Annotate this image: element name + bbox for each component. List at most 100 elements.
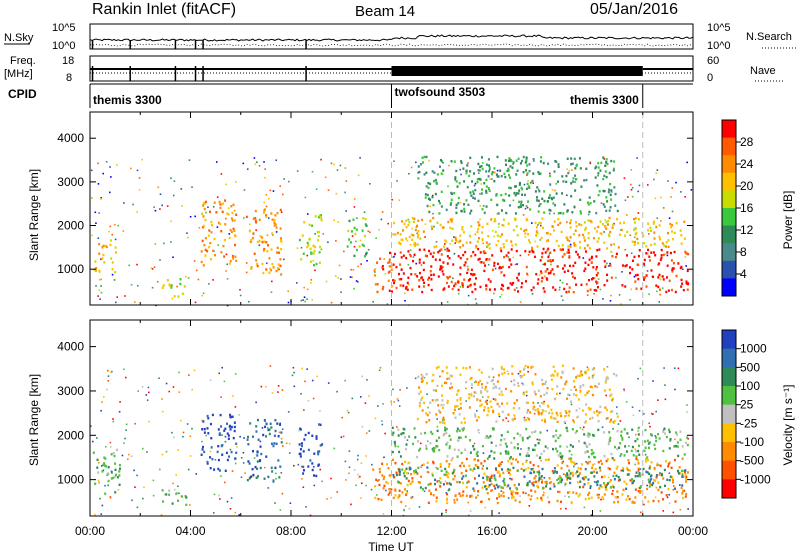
data-cell — [213, 237, 216, 241]
data-cell — [561, 454, 564, 458]
data-cell — [390, 488, 393, 491]
data-cell — [229, 415, 232, 418]
data-cell — [584, 497, 587, 501]
scatter-cell — [421, 464, 424, 467]
data-cell — [578, 374, 581, 377]
data-cell — [609, 486, 612, 489]
data-cell — [461, 477, 464, 480]
data-cell — [487, 406, 490, 410]
data-cell — [319, 444, 322, 447]
data-cell — [443, 473, 446, 476]
data-cell — [391, 426, 394, 430]
data-cell — [526, 452, 529, 455]
data-cell — [233, 219, 236, 222]
data-cell — [497, 470, 500, 473]
data-cell — [645, 252, 648, 255]
data-cell — [441, 406, 444, 410]
data-cell — [632, 454, 635, 457]
data-cell — [204, 248, 207, 252]
data-cell — [503, 368, 506, 371]
data-cell — [161, 489, 164, 492]
data-cell — [530, 468, 533, 471]
scatter-cell — [293, 371, 295, 374]
data-cell — [665, 245, 668, 248]
scatter-cell — [432, 212, 434, 215]
scatter-cell — [359, 156, 361, 159]
data-cell — [681, 473, 684, 476]
data-cell — [485, 257, 488, 261]
data-cell — [98, 481, 101, 484]
data-cell — [521, 193, 524, 196]
data-cell — [277, 434, 280, 438]
scatter-cell — [100, 513, 103, 515]
scatter-cell — [397, 445, 399, 448]
data-cell — [496, 203, 499, 207]
data-cell — [482, 261, 485, 265]
data-cell — [562, 387, 565, 391]
data-cell — [671, 270, 674, 273]
data-cell — [685, 252, 688, 255]
data-cell — [603, 368, 606, 371]
data-cell — [456, 498, 459, 501]
data-cell — [509, 456, 512, 459]
scatter-cell — [600, 202, 603, 204]
data-cell — [634, 280, 637, 283]
data-cell — [612, 474, 615, 478]
data-cell — [512, 406, 515, 410]
data-cell — [658, 437, 661, 440]
scatter-cell — [431, 194, 434, 197]
data-cell — [382, 285, 385, 289]
data-cell — [420, 276, 423, 279]
data-cell — [313, 474, 316, 477]
data-cell — [470, 494, 473, 498]
scatter-cell — [570, 403, 573, 406]
scatter-cell — [627, 196, 629, 198]
data-cell — [405, 219, 408, 222]
scatter-cell — [416, 232, 419, 235]
scatter-cell — [540, 459, 542, 462]
scatter-cell — [221, 434, 223, 436]
data-cell — [446, 501, 449, 505]
scatter-cell — [94, 211, 97, 214]
scatter-cell — [679, 484, 681, 486]
scatter-cell — [180, 419, 182, 422]
scatter-cell — [607, 476, 610, 479]
data-cell — [274, 466, 277, 470]
scatter-cell — [488, 168, 491, 171]
scatter-cell — [519, 254, 522, 257]
data-cell — [434, 482, 437, 486]
scatter-cell — [565, 414, 568, 417]
data-cell — [590, 385, 593, 389]
scatter-cell — [680, 191, 682, 193]
data-cell — [423, 155, 426, 159]
data-cell — [537, 199, 540, 203]
y-tick-label: 3000 — [57, 384, 84, 398]
data-cell — [413, 243, 416, 246]
data-cell — [544, 420, 547, 423]
data-cell — [573, 380, 576, 383]
scatter-cell — [478, 432, 480, 434]
scatter-cell — [256, 161, 258, 163]
data-cell — [218, 433, 221, 436]
freq-block-twofsound — [391, 66, 643, 76]
data-cell — [417, 165, 420, 168]
data-cell — [300, 444, 303, 448]
colorbar-swatch — [722, 278, 736, 297]
data-cell — [456, 393, 459, 396]
data-cell — [464, 474, 467, 477]
data-cell — [269, 267, 272, 271]
cpid-segment-label: themis 3300 — [570, 93, 639, 107]
data-cell — [536, 282, 539, 285]
data-cell — [581, 373, 584, 377]
data-cell — [105, 465, 108, 468]
data-cell — [110, 257, 113, 260]
scatter-cell — [100, 198, 102, 200]
data-cell — [609, 420, 612, 424]
data-cell — [116, 448, 119, 452]
nave-tick-bottom: 0 — [707, 72, 713, 84]
data-cell — [526, 365, 529, 369]
data-cell — [573, 232, 576, 236]
scatter-cell — [258, 164, 261, 167]
data-cell — [667, 289, 670, 292]
scatter-cell — [527, 370, 529, 373]
